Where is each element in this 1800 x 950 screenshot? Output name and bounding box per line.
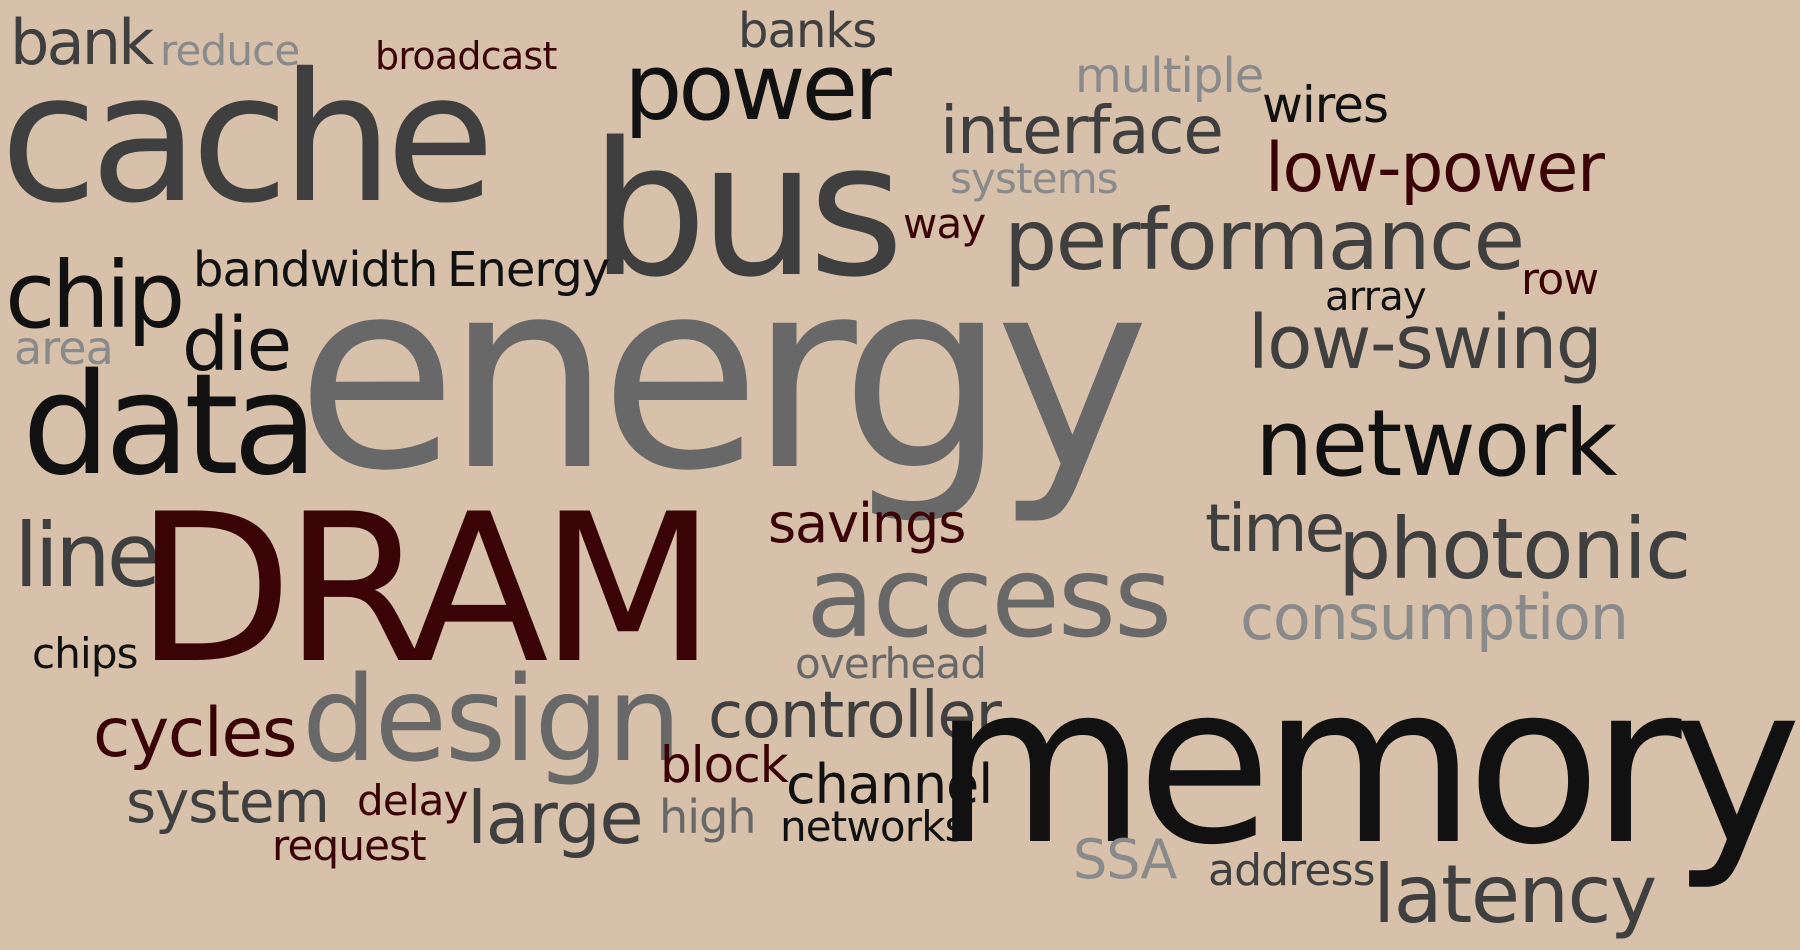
word-time: time bbox=[1205, 490, 1345, 567]
word-array: array bbox=[1325, 274, 1427, 320]
word-cycles: cycles bbox=[93, 694, 297, 773]
word-data: data bbox=[22, 344, 318, 507]
word-performance: performance bbox=[1004, 191, 1525, 289]
word-row: row bbox=[1521, 254, 1599, 305]
word-bank: bank bbox=[10, 6, 154, 79]
word-energy: energy bbox=[296, 223, 1150, 528]
word-consumption: consumption bbox=[1240, 581, 1629, 654]
word-high: high bbox=[659, 790, 757, 844]
word-large: large bbox=[467, 776, 644, 860]
word-banks: banks bbox=[738, 3, 877, 59]
word-block: block bbox=[660, 736, 789, 794]
word-broadcast: broadcast bbox=[375, 34, 557, 78]
word-channel: channel bbox=[786, 753, 993, 816]
word-cache: cache bbox=[0, 35, 495, 242]
word-bandwidth: bandwidth bbox=[193, 242, 438, 298]
word-power: power bbox=[624, 34, 892, 141]
word-die: die bbox=[182, 302, 292, 388]
word-DRAM: DRAM bbox=[135, 471, 716, 709]
word-chips: chips bbox=[32, 629, 139, 678]
word-system: system bbox=[126, 768, 330, 836]
word-request: request bbox=[272, 821, 427, 870]
word-low-power: low-power bbox=[1265, 129, 1605, 208]
word-memory: memory bbox=[932, 637, 1800, 893]
word-design: design bbox=[302, 650, 682, 788]
word-controller: controller bbox=[708, 679, 1002, 753]
word-Energy: Energy bbox=[447, 242, 610, 298]
word-area: area bbox=[14, 321, 114, 375]
word-access: access bbox=[806, 533, 1172, 663]
word-reduce: reduce bbox=[160, 26, 300, 75]
word-chip: chip bbox=[5, 242, 185, 349]
word-latency: latency bbox=[1373, 848, 1657, 941]
word-photonic: photonic bbox=[1338, 500, 1691, 598]
word-line: line bbox=[14, 504, 161, 607]
word-network: network bbox=[1255, 390, 1618, 497]
word-interface: interface bbox=[940, 92, 1224, 169]
word-low-swing: low-swing bbox=[1248, 300, 1603, 386]
word-multiple: multiple bbox=[1075, 48, 1264, 104]
word-overhead: overhead bbox=[795, 639, 987, 688]
word-delay: delay bbox=[357, 776, 468, 825]
word-way: way bbox=[903, 199, 986, 248]
word-SSA: SSA bbox=[1073, 828, 1177, 891]
word-address: address bbox=[1208, 845, 1376, 896]
word-networks: networks bbox=[780, 802, 967, 851]
word-savings: savings bbox=[768, 492, 966, 555]
word-wires: wires bbox=[1262, 76, 1389, 134]
word-systems: systems bbox=[950, 154, 1119, 203]
word-bus: bus bbox=[590, 102, 904, 318]
